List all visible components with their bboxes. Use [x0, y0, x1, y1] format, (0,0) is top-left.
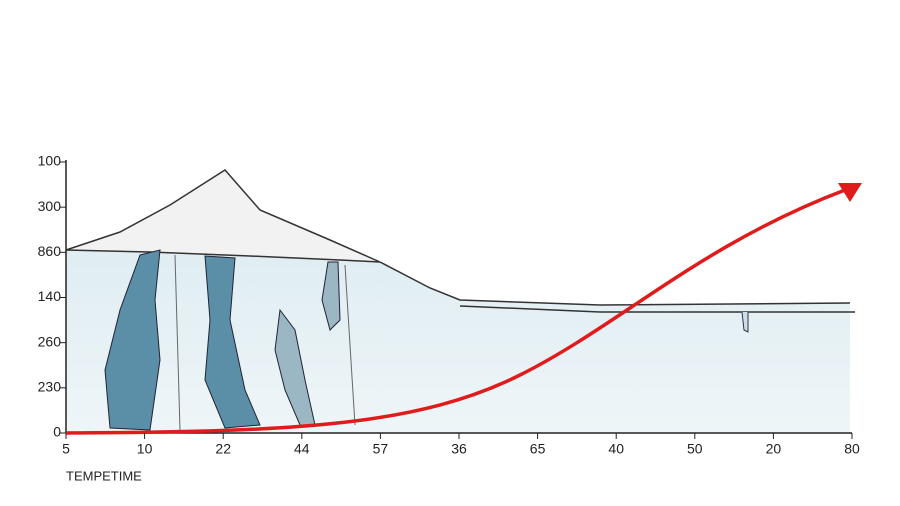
trend-line [65, 188, 846, 435]
x-tick-label: 40 [608, 441, 624, 457]
x-tick-label: 5 [62, 441, 70, 457]
x-tick-label: 57 [373, 441, 389, 457]
x-tick-label: 44 [294, 441, 310, 457]
x-tick-label: 65 [530, 441, 546, 457]
x-tick-label: 80 [844, 441, 860, 457]
y-tick-label: 860 [38, 243, 62, 259]
y-tick-label: 100 [38, 153, 62, 169]
x-axis-label: TEMPETIME [66, 468, 142, 483]
y-tick-label: 230 [38, 379, 62, 395]
x-tick-label: 20 [766, 441, 782, 457]
y-tick-label: 0 [53, 424, 61, 440]
x-tick-label: 10 [137, 441, 153, 457]
y-tick-label: 260 [38, 333, 62, 349]
y-tick-label: 140 [38, 288, 62, 304]
arrow-head [838, 183, 862, 202]
illustration [65, 169, 855, 433]
x-tick-label: 50 [687, 441, 703, 457]
x-tick-label: 22 [215, 441, 231, 457]
x-tick-label: 36 [451, 441, 467, 457]
y-tick-label: 300 [38, 198, 62, 214]
